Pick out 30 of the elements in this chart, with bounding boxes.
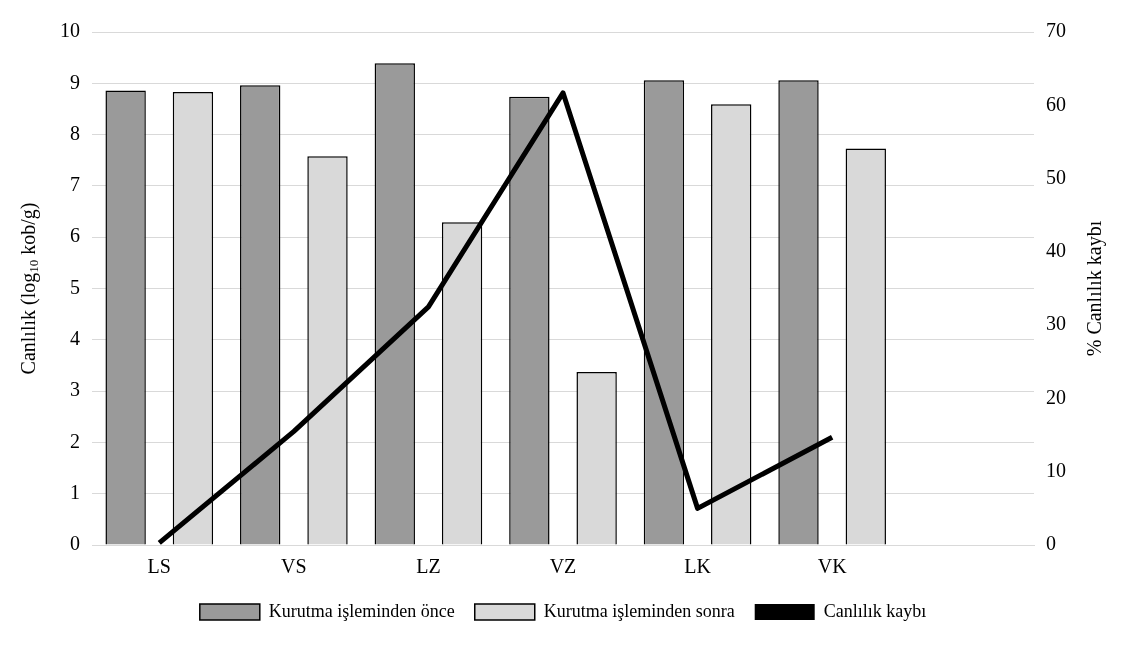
legend-label: Canlılık kaybı (823, 600, 927, 621)
y-axis-title: Canlılık (log10 kob/g) (17, 202, 42, 375)
y2-tick-label: 0 (1046, 532, 1056, 555)
y2-axis-title: % Canlılık kaybı (1083, 220, 1107, 357)
y2-tick-label: 20 (1046, 385, 1066, 408)
y2-tick-label: 70 (1046, 19, 1066, 42)
y-tick-label: 2 (70, 429, 80, 452)
y-tick-label: 7 (70, 173, 80, 196)
legend-label: Kurutma işleminden sonra (543, 600, 735, 621)
x-tick-label: VS (281, 555, 307, 578)
x-tick-label: LK (684, 555, 712, 578)
y-tick-label: 4 (70, 327, 80, 350)
x-tick-label: LS (147, 555, 171, 578)
y-tick-label: 0 (70, 532, 80, 555)
x-tick-label: VZ (549, 555, 577, 578)
y-tick-label: 6 (70, 224, 80, 247)
y-tick-label: 5 (70, 275, 80, 298)
y-tick-label: 8 (70, 121, 80, 144)
y2-tick-label: 40 (1046, 239, 1066, 262)
y-tick-label: 1 (70, 480, 80, 503)
legend-label: Kurutma işleminden önce (268, 600, 455, 621)
y2-tick-label: 30 (1046, 312, 1066, 335)
y2-tick-label: 10 (1046, 458, 1066, 481)
y-tick-label: 9 (70, 70, 80, 93)
y2-tick-label: 50 (1046, 165, 1066, 188)
y-tick-label: 3 (70, 378, 80, 401)
y-tick-label: 10 (60, 19, 80, 42)
x-tick-label: LZ (416, 555, 441, 578)
x-tick-label: VK (817, 555, 848, 578)
y2-tick-label: 60 (1046, 92, 1066, 115)
